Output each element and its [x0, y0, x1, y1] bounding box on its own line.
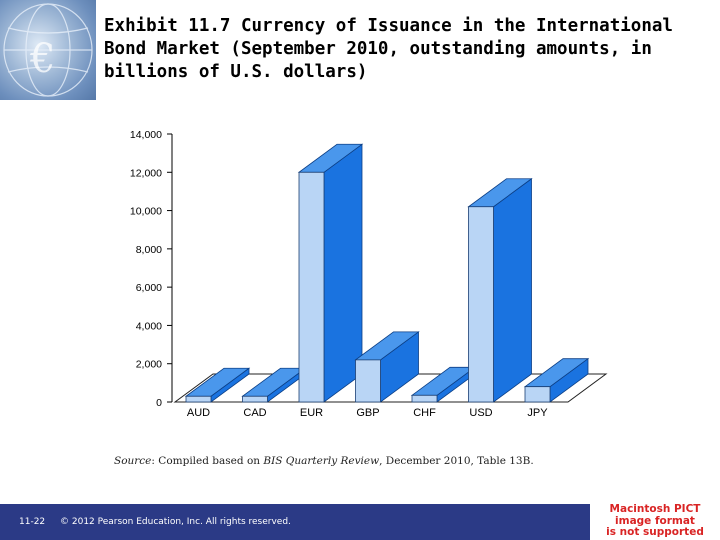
- exhibit-title: Exhibit 11.7 Currency of Issuance in the…: [104, 16, 673, 82]
- bar: [242, 395, 268, 403]
- pict-line: image format: [615, 514, 695, 527]
- bar-side: [493, 177, 532, 403]
- x-tick-label: GBP: [356, 407, 379, 419]
- pict-line: is not supported: [606, 526, 704, 538]
- svg-text:€: €: [29, 36, 55, 82]
- x-tick-label: AUD: [187, 407, 210, 419]
- pict-placeholder: Macintosh PICT image format is not suppo…: [590, 504, 720, 540]
- bar: [468, 206, 494, 403]
- y-tick-label: 6,000: [136, 282, 162, 294]
- bar: [355, 359, 381, 403]
- y-tick-label: 12,000: [130, 167, 162, 179]
- y-tick-label: 10,000: [130, 206, 162, 218]
- x-tick-label: USD: [469, 407, 492, 419]
- bar-chart: 0 2,000 4,000 6,000 8,000 10,000 12,000 14,000 A…: [130, 129, 608, 419]
- x-tick-label: CAD: [243, 407, 266, 419]
- x-tick-label: JPY: [527, 407, 548, 419]
- bar: [185, 395, 212, 403]
- source-label: Source: [114, 455, 152, 467]
- source-text: : Compiled based on: [151, 455, 264, 467]
- footer-bar: 11-22 © 2012 Pearson Education, Inc. All…: [0, 504, 590, 540]
- y-tick-label: 4,000: [136, 320, 162, 332]
- slide-number: 11-22: [19, 517, 46, 527]
- y-tick-label: 8,000: [136, 244, 162, 256]
- x-tick-label: EUR: [300, 407, 323, 419]
- source-tail: , December 2010, Table 13B.: [379, 455, 534, 467]
- bar: [411, 394, 438, 403]
- copyright-text: © 2012 Pearson Education, Inc. All right…: [60, 517, 291, 527]
- bar: [298, 171, 325, 403]
- source-note: Source: Compiled based on BIS Quarterly …: [114, 455, 534, 467]
- globe-logo: €: [0, 0, 96, 100]
- pict-line: Macintosh PICT: [609, 504, 701, 515]
- source-publication: BIS Quarterly Review: [263, 455, 380, 467]
- bar: [524, 386, 551, 403]
- y-tick-label: 0: [156, 397, 162, 409]
- y-tick-label: 14,000: [130, 129, 162, 141]
- y-tick-label: 2,000: [136, 359, 162, 371]
- x-tick-label: CHF: [413, 407, 436, 419]
